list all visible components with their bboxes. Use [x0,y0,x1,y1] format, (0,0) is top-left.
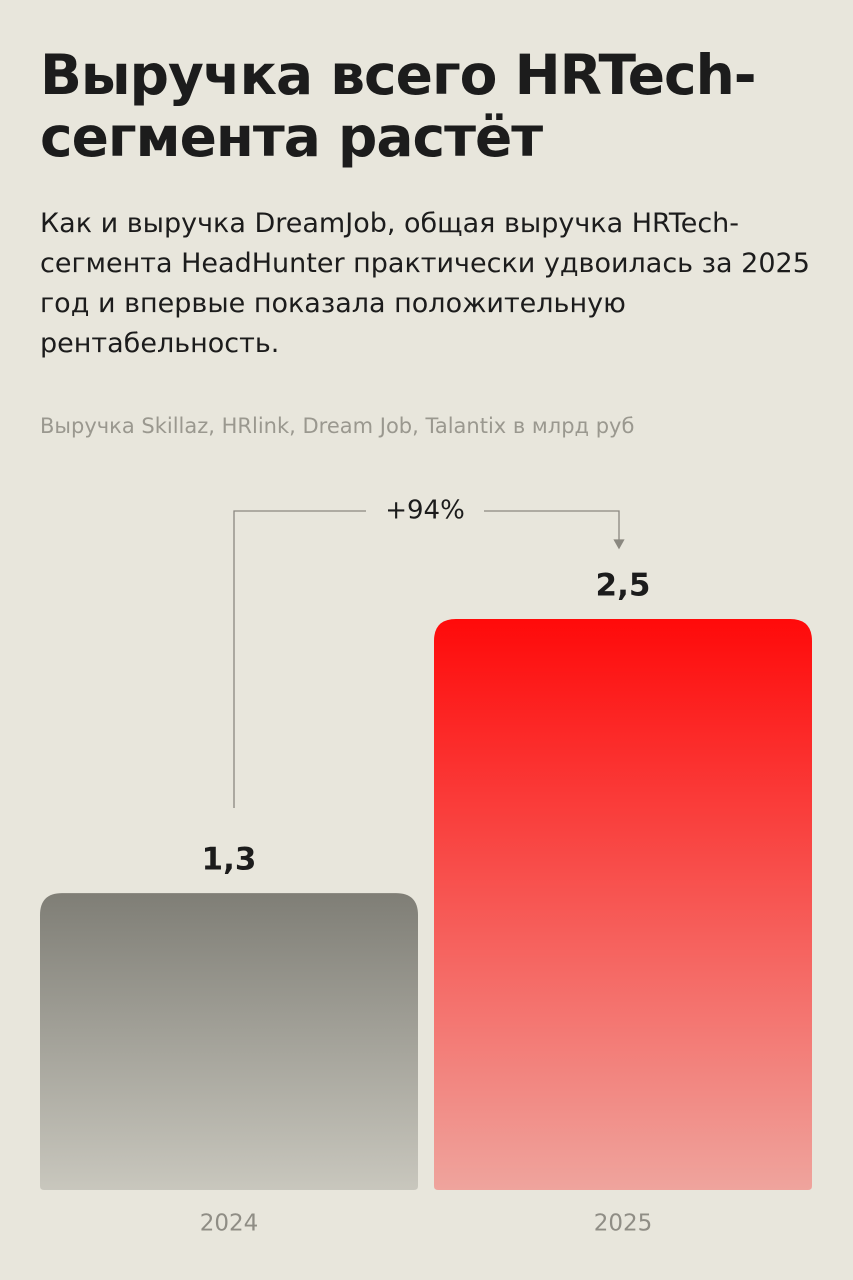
bar [40,893,418,1190]
bar [434,619,812,1190]
bracket-line [484,510,620,544]
x-tick-label: 2025 [594,1211,653,1237]
value-label: 2,5 [596,568,651,604]
unit-label: Выручка Skillaz, HRlink, Dream Job, Tala… [40,414,635,438]
subtitle: Как и выручка DreamJob, общая выручка HR… [40,208,810,359]
bracket-arrow [613,539,625,550]
value-label: 1,3 [202,842,257,878]
growth-bracket [233,510,625,808]
bracket-line [233,510,366,808]
annotation: +94% [385,496,465,526]
title: Выручка всего HRTech-сегмента растёт [40,43,757,169]
x-tick-label: 2024 [200,1211,259,1237]
